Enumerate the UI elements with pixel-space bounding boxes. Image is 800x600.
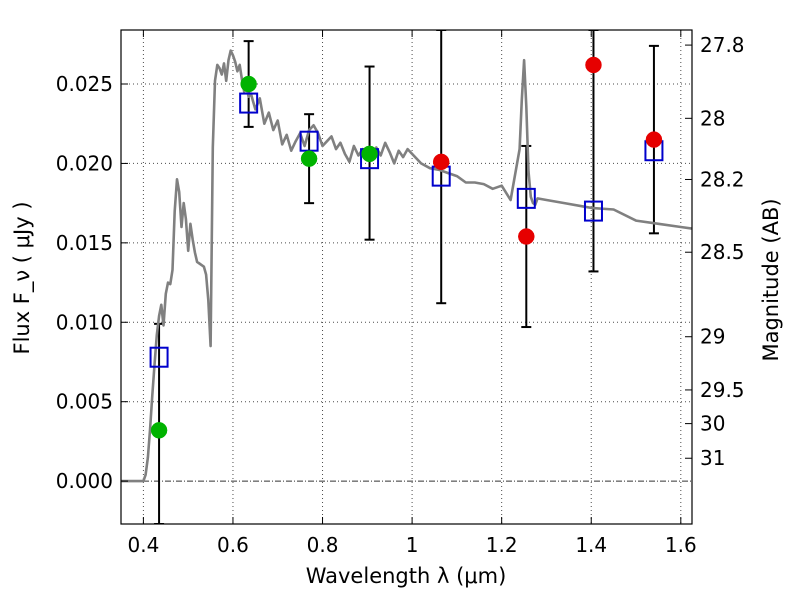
- observed-flux-point: [361, 145, 378, 163]
- y-tick-label: 0.025: [56, 72, 113, 96]
- x-tick-label: 1.2: [486, 533, 518, 557]
- y-tick-label: 0.005: [56, 390, 113, 414]
- y-tick-label: 0.020: [56, 151, 113, 175]
- magnitude-tick-label: 28: [700, 106, 725, 130]
- x-axis-title: Wavelength λ (μm): [306, 564, 507, 588]
- x-tick-label: 0.4: [127, 533, 159, 557]
- y-axis-title-left: Flux F_ν ( μJy ): [10, 201, 35, 354]
- observed-flux-point: [585, 56, 602, 74]
- x-tick-label: 0.8: [307, 533, 339, 557]
- observed-flux-point: [518, 228, 535, 245]
- magnitude-tick-label: 29.5: [700, 378, 745, 402]
- observed-flux-point: [645, 131, 663, 148]
- model-flux-square: [239, 92, 259, 114]
- model-flux-square: [583, 200, 603, 222]
- y-axis-title-right: Magnitude (AB): [759, 198, 783, 361]
- observed-flux-point: [240, 75, 257, 93]
- axis-layer: 0.4 0.6 0.8 1 1.2 1.4 1.6 0.000 0.005 0.010 0.015 0…: [56, 30, 745, 557]
- y-tick-label: 0.000: [56, 469, 113, 493]
- magnitude-tick-label: 28.2: [700, 167, 745, 191]
- magnitude-tick-label: 30: [700, 412, 725, 436]
- magnitude-tick-label: 29: [700, 325, 725, 349]
- plot-layer: [121, 30, 692, 524]
- observed-flux-point: [300, 150, 318, 167]
- model-flux-square: [149, 346, 169, 368]
- y-tick-label: 0.015: [56, 231, 113, 255]
- observed-flux-point: [150, 422, 168, 439]
- magnitude-tick-label: 31: [700, 446, 725, 470]
- x-tick-label: 0.6: [217, 533, 249, 557]
- plot-frame: [120, 29, 693, 525]
- x-tick-label: 1: [406, 533, 419, 557]
- template-spectrum-line: [121, 49, 692, 483]
- model-flux-square: [516, 187, 536, 209]
- x-tick-label: 1.6: [665, 533, 697, 557]
- magnitude-tick-label: 28.5: [700, 240, 745, 264]
- x-tick-label: 1.4: [575, 533, 607, 557]
- y-tick-label: 0.010: [56, 310, 113, 334]
- observed-flux-point: [432, 153, 450, 171]
- magnitude-tick-label: 27.8: [700, 33, 745, 57]
